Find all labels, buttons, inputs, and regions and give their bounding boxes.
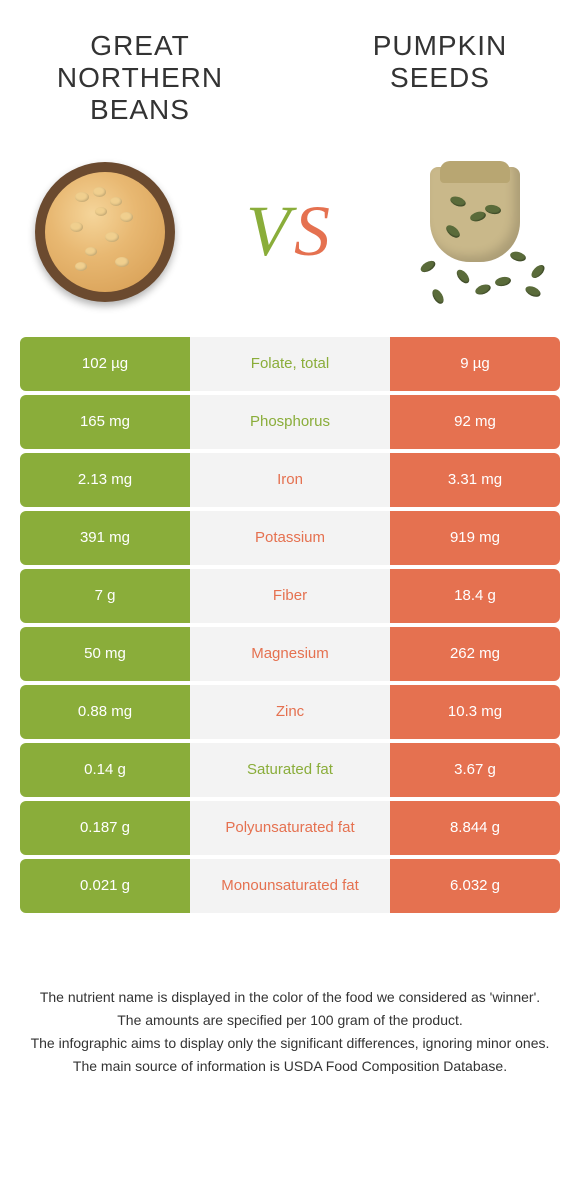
- right-value-cell: 262 mg: [390, 627, 560, 681]
- right-food-title: PUMPKIN SEEDS: [340, 30, 540, 127]
- nutrient-name-cell: Monounsaturated fat: [190, 859, 390, 913]
- right-value-cell: 6.032 g: [390, 859, 560, 913]
- nutrient-name-cell: Zinc: [190, 685, 390, 739]
- nutrient-row: 0.187 gPolyunsaturated fat8.844 g: [20, 801, 560, 855]
- right-value-cell: 9 µg: [390, 337, 560, 391]
- header-titles: GREAT NORTHERN BEANS PUMPKIN SEEDS: [0, 0, 580, 137]
- right-value-cell: 92 mg: [390, 395, 560, 449]
- left-value-cell: 0.14 g: [20, 743, 190, 797]
- left-food-image: [30, 157, 180, 307]
- left-value-cell: 165 mg: [20, 395, 190, 449]
- nutrient-row: 165 mgPhosphorus92 mg: [20, 395, 560, 449]
- nutrient-row: 0.88 mgZinc10.3 mg: [20, 685, 560, 739]
- right-value-cell: 3.31 mg: [390, 453, 560, 507]
- seeds-sack-icon: [400, 157, 550, 307]
- nutrient-row: 0.021 gMonounsaturated fat6.032 g: [20, 859, 560, 913]
- right-value-cell: 919 mg: [390, 511, 560, 565]
- left-value-cell: 2.13 mg: [20, 453, 190, 507]
- left-value-cell: 0.88 mg: [20, 685, 190, 739]
- nutrient-row: 102 µgFolate, total9 µg: [20, 337, 560, 391]
- nutrient-name-cell: Fiber: [190, 569, 390, 623]
- left-value-cell: 0.021 g: [20, 859, 190, 913]
- left-value-cell: 50 mg: [20, 627, 190, 681]
- nutrient-name-cell: Potassium: [190, 511, 390, 565]
- nutrient-name-cell: Saturated fat: [190, 743, 390, 797]
- footer-line-2: The amounts are specified per 100 gram o…: [30, 1010, 550, 1031]
- vs-s: S: [294, 191, 334, 271]
- nutrient-name-cell: Folate, total: [190, 337, 390, 391]
- nutrient-row: 7 gFiber18.4 g: [20, 569, 560, 623]
- nutrient-row: 0.14 gSaturated fat3.67 g: [20, 743, 560, 797]
- nutrient-row: 2.13 mgIron3.31 mg: [20, 453, 560, 507]
- vs-label: VS: [246, 190, 334, 273]
- nutrient-name-cell: Magnesium: [190, 627, 390, 681]
- footer-line-1: The nutrient name is displayed in the co…: [30, 987, 550, 1008]
- left-value-cell: 0.187 g: [20, 801, 190, 855]
- nutrient-row: 391 mgPotassium919 mg: [20, 511, 560, 565]
- nutrient-row: 50 mgMagnesium262 mg: [20, 627, 560, 681]
- nutrient-name-cell: Polyunsaturated fat: [190, 801, 390, 855]
- nutrient-name-cell: Phosphorus: [190, 395, 390, 449]
- beans-bowl-icon: [35, 162, 175, 302]
- vs-v: V: [246, 191, 294, 271]
- right-value-cell: 8.844 g: [390, 801, 560, 855]
- right-value-cell: 18.4 g: [390, 569, 560, 623]
- right-value-cell: 10.3 mg: [390, 685, 560, 739]
- comparison-table: 102 µgFolate, total9 µg165 mgPhosphorus9…: [0, 337, 580, 913]
- left-food-title: GREAT NORTHERN BEANS: [40, 30, 240, 127]
- footer-line-4: The main source of information is USDA F…: [30, 1056, 550, 1077]
- right-value-cell: 3.67 g: [390, 743, 560, 797]
- left-value-cell: 102 µg: [20, 337, 190, 391]
- nutrient-name-cell: Iron: [190, 453, 390, 507]
- left-value-cell: 391 mg: [20, 511, 190, 565]
- left-value-cell: 7 g: [20, 569, 190, 623]
- images-row: VS: [0, 137, 580, 337]
- footer-notes: The nutrient name is displayed in the co…: [0, 917, 580, 1077]
- footer-line-3: The infographic aims to display only the…: [30, 1033, 550, 1054]
- right-food-image: [400, 157, 550, 307]
